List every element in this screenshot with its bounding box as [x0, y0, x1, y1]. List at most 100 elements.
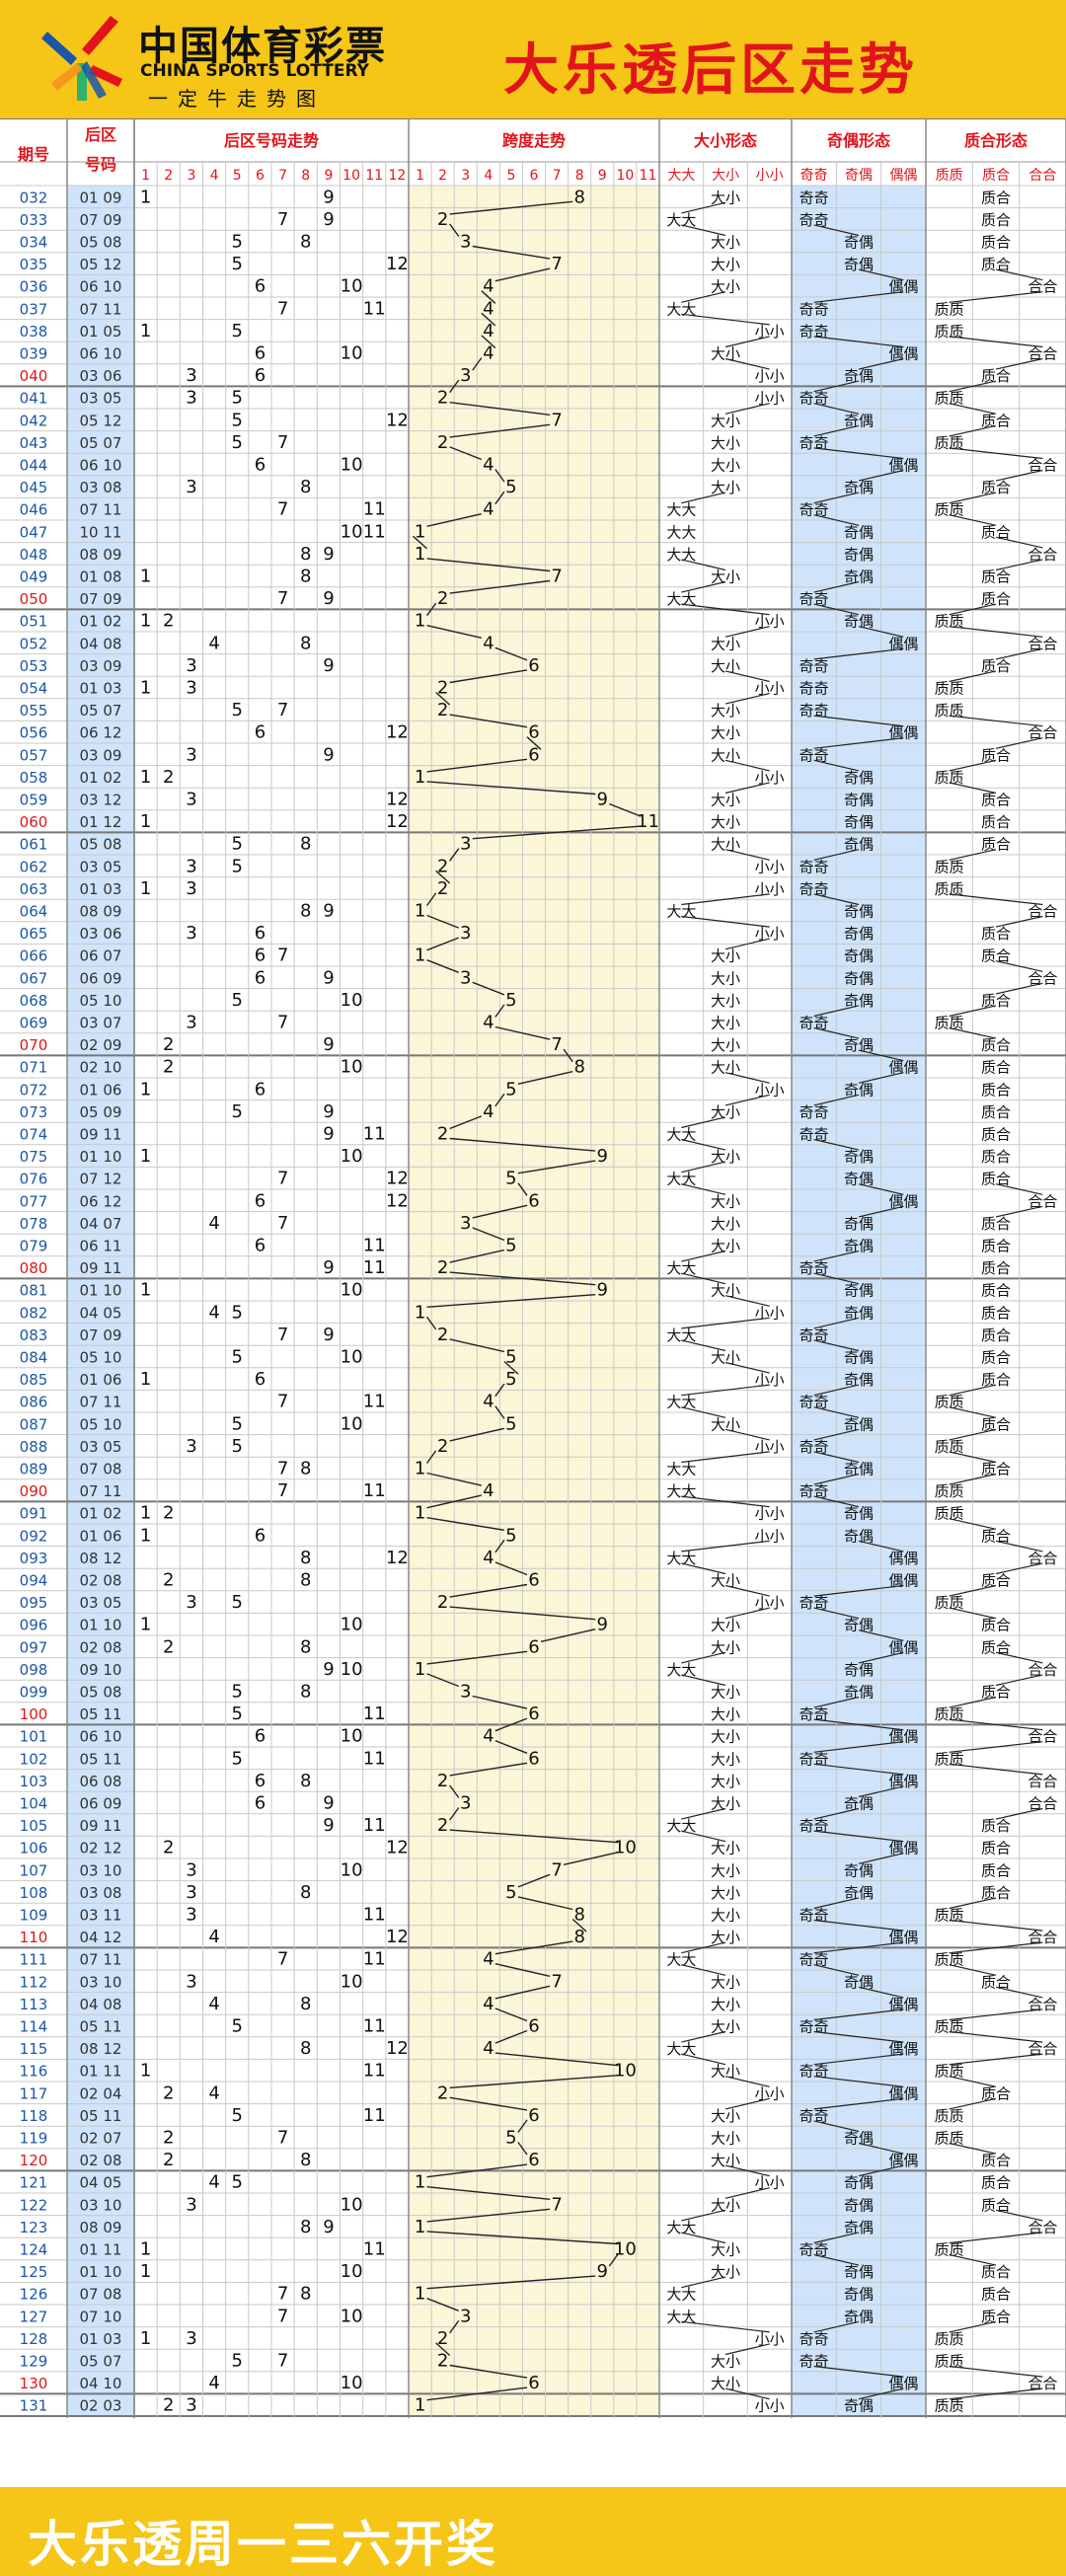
- bigsmall-value: 大小: [711, 1282, 740, 1300]
- period-number: 080: [20, 1259, 48, 1277]
- span-connector: [481, 290, 496, 304]
- span-value: 4: [483, 455, 494, 476]
- bigsmall-connector: [724, 782, 770, 795]
- bigsmall-value: 大大: [666, 523, 696, 541]
- primecomp-value: 质合: [981, 568, 1011, 586]
- back-numbers: 06 12: [80, 724, 122, 742]
- trend-ball: 9: [323, 1815, 334, 1836]
- trend-ball: 1: [140, 2261, 151, 2282]
- oddeven-value: 奇偶: [844, 836, 874, 854]
- span-connector: [449, 2075, 619, 2088]
- back-numbers: 01 11: [80, 2063, 122, 2081]
- period-number: 097: [20, 1638, 48, 1656]
- back-numbers: 07 08: [80, 1461, 122, 1478]
- back-numbers: 07 10: [80, 2308, 122, 2325]
- back-numbers: 04 07: [80, 1215, 122, 1233]
- trend-ball: 10: [341, 1659, 363, 1680]
- bigsmall-value: 小小: [755, 1081, 785, 1099]
- span-connector: [517, 1160, 596, 1174]
- oddeven-value: 奇偶: [844, 992, 874, 1010]
- oddeven-value: 奇偶: [844, 1684, 874, 1702]
- period-number: 074: [20, 1126, 48, 1144]
- oddeven-value: 奇偶: [844, 234, 874, 252]
- span-connector: [495, 2008, 528, 2022]
- primecomp-value: 合合: [1028, 278, 1057, 296]
- oddeven-connector: [858, 2142, 904, 2155]
- oddeven-value: 奇奇: [800, 880, 829, 898]
- back-numbers: 06 10: [80, 457, 122, 475]
- bigsmall-value: 大小: [711, 792, 740, 809]
- trend-ball: 8: [300, 2038, 311, 2059]
- bigsmall-connector: [681, 1941, 726, 1954]
- trend-ball: 5: [232, 834, 243, 855]
- span-value: 4: [483, 1013, 494, 1033]
- span-connector: [495, 1985, 551, 2000]
- span-connector: [425, 1316, 437, 1330]
- primecomp-connector: [949, 1607, 997, 1620]
- span-connector: [426, 2186, 551, 2200]
- bigsmall-value: 大小: [711, 1415, 740, 1433]
- oddeven-connector: [813, 1451, 860, 1464]
- bigsmall-value: 大小: [711, 434, 740, 452]
- period-number: 099: [20, 1684, 48, 1702]
- trend-ball: 10: [341, 276, 363, 297]
- oddeven-connector: [813, 380, 860, 393]
- header-primecomp: 质合形态: [964, 131, 1028, 150]
- primecomp-value: 质合: [981, 992, 1011, 1010]
- bigsmall-connector: [724, 2187, 770, 2199]
- primecomp-value: 质质: [935, 1951, 964, 1969]
- trend-ball: 11: [363, 1257, 386, 1278]
- period-number: 104: [20, 1795, 48, 1813]
- period-number: 087: [20, 1415, 48, 1433]
- span-connector: [449, 1137, 596, 1152]
- trend-ball: 7: [277, 1169, 288, 1189]
- trend-ball: 5: [232, 232, 243, 253]
- span-value: 3: [460, 834, 471, 855]
- period-number: 125: [20, 2263, 48, 2281]
- period-number: 084: [20, 1349, 48, 1367]
- span-connector: [426, 2163, 528, 2178]
- trend-ball: 2: [163, 2128, 174, 2149]
- primecomp-value: 质质: [935, 769, 964, 787]
- bigsmall-connector: [681, 580, 726, 593]
- trend-ball: 9: [323, 544, 334, 565]
- span-value: 7: [551, 1971, 562, 1992]
- back-numbers: 04 08: [80, 1996, 122, 2013]
- trend-ball: 8: [300, 834, 311, 855]
- trend-ball: 7: [277, 588, 288, 609]
- bigsmall-value: 大大: [666, 1461, 696, 1478]
- span-value: 3: [460, 2306, 471, 2326]
- bigsmall-value: 大大: [666, 2219, 696, 2236]
- back-numbers: 06 10: [80, 345, 122, 363]
- trend-ball: 5: [232, 1413, 243, 1434]
- trend-ball: 10: [341, 1280, 363, 1301]
- oddeven-value: 偶偶: [888, 278, 918, 296]
- span-value: 5: [505, 2128, 516, 2149]
- trend-ball: 9: [323, 744, 334, 765]
- span-value: 4: [483, 343, 494, 364]
- primecomp-connector: [949, 1584, 997, 1597]
- span-connector: [495, 646, 528, 661]
- trend-column-number: 11: [365, 168, 383, 184]
- span-connector: [435, 2342, 451, 2357]
- span-connector: [495, 1963, 551, 1977]
- trend-ball: 11: [363, 1236, 386, 1256]
- span-connector: [608, 2253, 619, 2267]
- trend-ball: 8: [300, 1682, 311, 1703]
- span-column-number: 11: [640, 168, 657, 184]
- back-numbers: 03 10: [80, 1861, 122, 1879]
- trend-ball: 5: [232, 700, 243, 720]
- period-number: 035: [20, 256, 48, 273]
- primecomp-value: 质质: [935, 1505, 964, 1523]
- trend-ball: 1: [140, 1280, 151, 1301]
- span-connector: [449, 200, 573, 215]
- bigsmall-value: 大小: [711, 1617, 740, 1634]
- oddeven-connector: [813, 1473, 860, 1485]
- bigsmall-connector: [724, 1295, 770, 1307]
- period-number: 045: [20, 479, 48, 496]
- span-connector: [449, 1784, 460, 1798]
- trend-ball: 10: [341, 1726, 363, 1747]
- span-value: 1: [415, 767, 425, 788]
- trend-column-number: 12: [389, 168, 407, 184]
